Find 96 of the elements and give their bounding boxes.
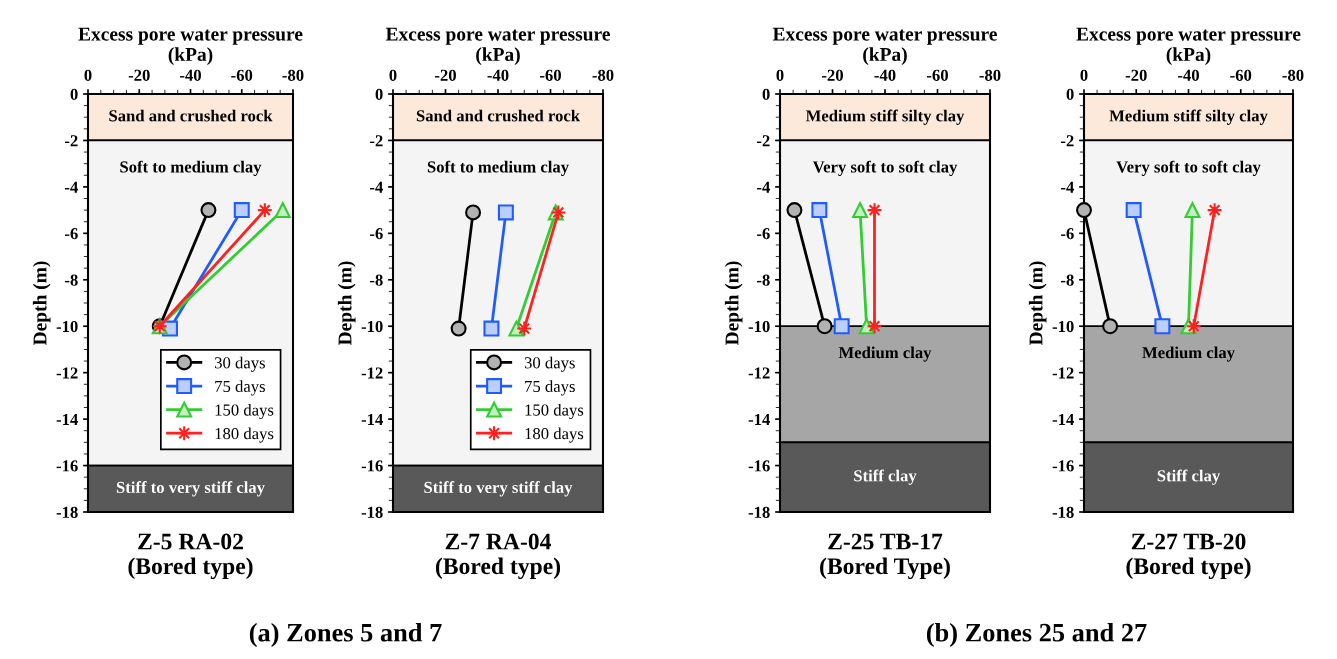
text: Z-27 TB-20 (Bored type) xyxy=(1126,533,1251,580)
legend-label: 30 days xyxy=(524,356,575,372)
x-tick-label: -40 xyxy=(487,69,509,81)
x-tick-label: -40 xyxy=(180,69,201,81)
band-label: Medium clay xyxy=(1142,346,1235,362)
y-tick-label: -14 xyxy=(56,413,78,425)
band-label: Very soft to soft clay xyxy=(812,160,958,176)
x-tick-label: 0 xyxy=(776,69,784,81)
x-tick-label: -20 xyxy=(1125,69,1147,81)
y-tick-label: -12 xyxy=(748,367,770,379)
text: (a) Zones 5 and 7 xyxy=(249,623,442,647)
x-tick-label: -60 xyxy=(540,69,561,81)
y-tick-label: -2 xyxy=(1061,135,1074,147)
text: Z-25 TB-17 (Bored Type) xyxy=(820,533,950,580)
band-label: Soft to medium clay xyxy=(120,160,262,176)
y-tick-label: -8 xyxy=(370,274,383,286)
y-tick-label: -18 xyxy=(748,506,770,518)
y-tick-label: 0 xyxy=(70,88,78,100)
legend-label: 30 days xyxy=(214,356,265,372)
x-tick-label: -40 xyxy=(874,69,896,81)
band-label: Sand and crushed rock xyxy=(416,109,581,122)
x-tick-label: -80 xyxy=(282,69,304,81)
y-tick-label: -6 xyxy=(757,228,770,240)
y-tick-label: -12 xyxy=(56,367,78,379)
y-tick-label: -2 xyxy=(65,135,78,147)
x-tick-label: -60 xyxy=(927,69,948,81)
band-label: Very soft to soft clay xyxy=(1116,160,1261,176)
band-label: Medium stiff silty clay xyxy=(805,109,965,125)
x-tick-label: 0 xyxy=(1080,69,1088,81)
y-tick-label: -14 xyxy=(748,413,770,425)
legend-label: 180 days xyxy=(525,427,584,443)
y-tick-label: -8 xyxy=(1061,274,1074,286)
y-tick-label: -18 xyxy=(56,506,78,518)
band-label: Stiff to very stiff clay xyxy=(116,481,265,497)
y-tick-label: -10 xyxy=(361,320,383,333)
y-tick-label: -14 xyxy=(1052,413,1074,425)
band-label: Stiff clay xyxy=(1157,469,1221,485)
y-tick-label: 0 xyxy=(375,88,383,100)
band-label: Medium clay xyxy=(838,346,932,362)
x-tick-label: -80 xyxy=(1282,69,1304,81)
x-tick-label: 0 xyxy=(84,69,92,81)
y-tick-label: -16 xyxy=(361,460,383,472)
x-tick-label: -80 xyxy=(592,69,614,81)
y-tick-label: -10 xyxy=(56,320,78,333)
x-tick-label: -20 xyxy=(822,69,843,81)
y-tick-label: -6 xyxy=(370,228,383,240)
y-axis-title: Depth (m) xyxy=(724,261,743,346)
y-tick-label: -10 xyxy=(748,320,770,333)
y-tick-label: -16 xyxy=(748,460,770,472)
x-tick-label: 0 xyxy=(389,69,397,81)
x-tick-label: -60 xyxy=(1230,69,1252,81)
text: Z-7 RA-04 (Bored type) xyxy=(435,533,561,580)
y-axis-title: Depth (m) xyxy=(32,261,51,346)
band-label: Stiff to very stiff clay xyxy=(424,481,573,497)
text: (b) Zones 25 and 27 xyxy=(926,623,1147,647)
y-axis-title: Depth (m) xyxy=(337,261,356,346)
y-tick-label: -10 xyxy=(1052,320,1074,333)
y-tick-label: -4 xyxy=(757,181,770,193)
band-label: Stiff clay xyxy=(854,469,917,485)
y-tick-label: -18 xyxy=(361,506,383,518)
x-tick-label: -20 xyxy=(435,69,456,81)
y-tick-label: -18 xyxy=(1052,506,1074,518)
y-tick-label: -4 xyxy=(1061,181,1074,193)
y-tick-label: -8 xyxy=(65,274,78,286)
legend-label: 150 days xyxy=(215,403,274,420)
y-tick-label: 0 xyxy=(1066,88,1074,100)
y-tick-label: -2 xyxy=(370,135,383,147)
y-tick-label: -4 xyxy=(65,181,78,193)
x-axis-title: Excess pore water pressure (kPa) xyxy=(385,27,610,65)
y-tick-label: -4 xyxy=(370,181,383,193)
legend-label: 75 days xyxy=(525,380,575,396)
y-tick-label: -14 xyxy=(361,413,383,425)
y-tick-label: -6 xyxy=(1061,228,1074,240)
x-tick-label: -80 xyxy=(979,69,1001,81)
y-tick-label: -16 xyxy=(56,460,78,472)
x-axis-title: Excess pore water pressure (kPa) xyxy=(78,27,303,65)
legend-label: 180 days xyxy=(215,427,274,443)
band-label: Soft to medium clay xyxy=(427,160,569,176)
x-axis-title: Excess pore water pressure (kPa) xyxy=(1076,27,1301,65)
y-tick-label: -12 xyxy=(361,367,383,379)
legend-label: 150 days xyxy=(525,403,584,420)
band-label: Medium stiff silty clay xyxy=(1109,109,1268,125)
y-tick-label: -6 xyxy=(65,228,78,240)
y-tick-label: 0 xyxy=(762,88,770,100)
x-tick-label: -40 xyxy=(1178,69,1199,81)
y-tick-label: -16 xyxy=(1052,460,1074,472)
x-tick-label: -60 xyxy=(231,69,253,81)
x-axis-title: Excess pore water pressure (kPa) xyxy=(772,27,997,65)
y-axis-title: Depth (m) xyxy=(1028,261,1047,346)
y-tick-label: -12 xyxy=(1052,367,1074,379)
band-label: Sand and crushed rock xyxy=(109,109,273,122)
text: Z-5 RA-02 (Bored type) xyxy=(128,533,253,580)
y-tick-label: -2 xyxy=(757,135,770,147)
x-tick-label: -20 xyxy=(128,69,150,81)
y-tick-label: -8 xyxy=(757,274,770,286)
legend-label: 75 days xyxy=(215,380,265,396)
